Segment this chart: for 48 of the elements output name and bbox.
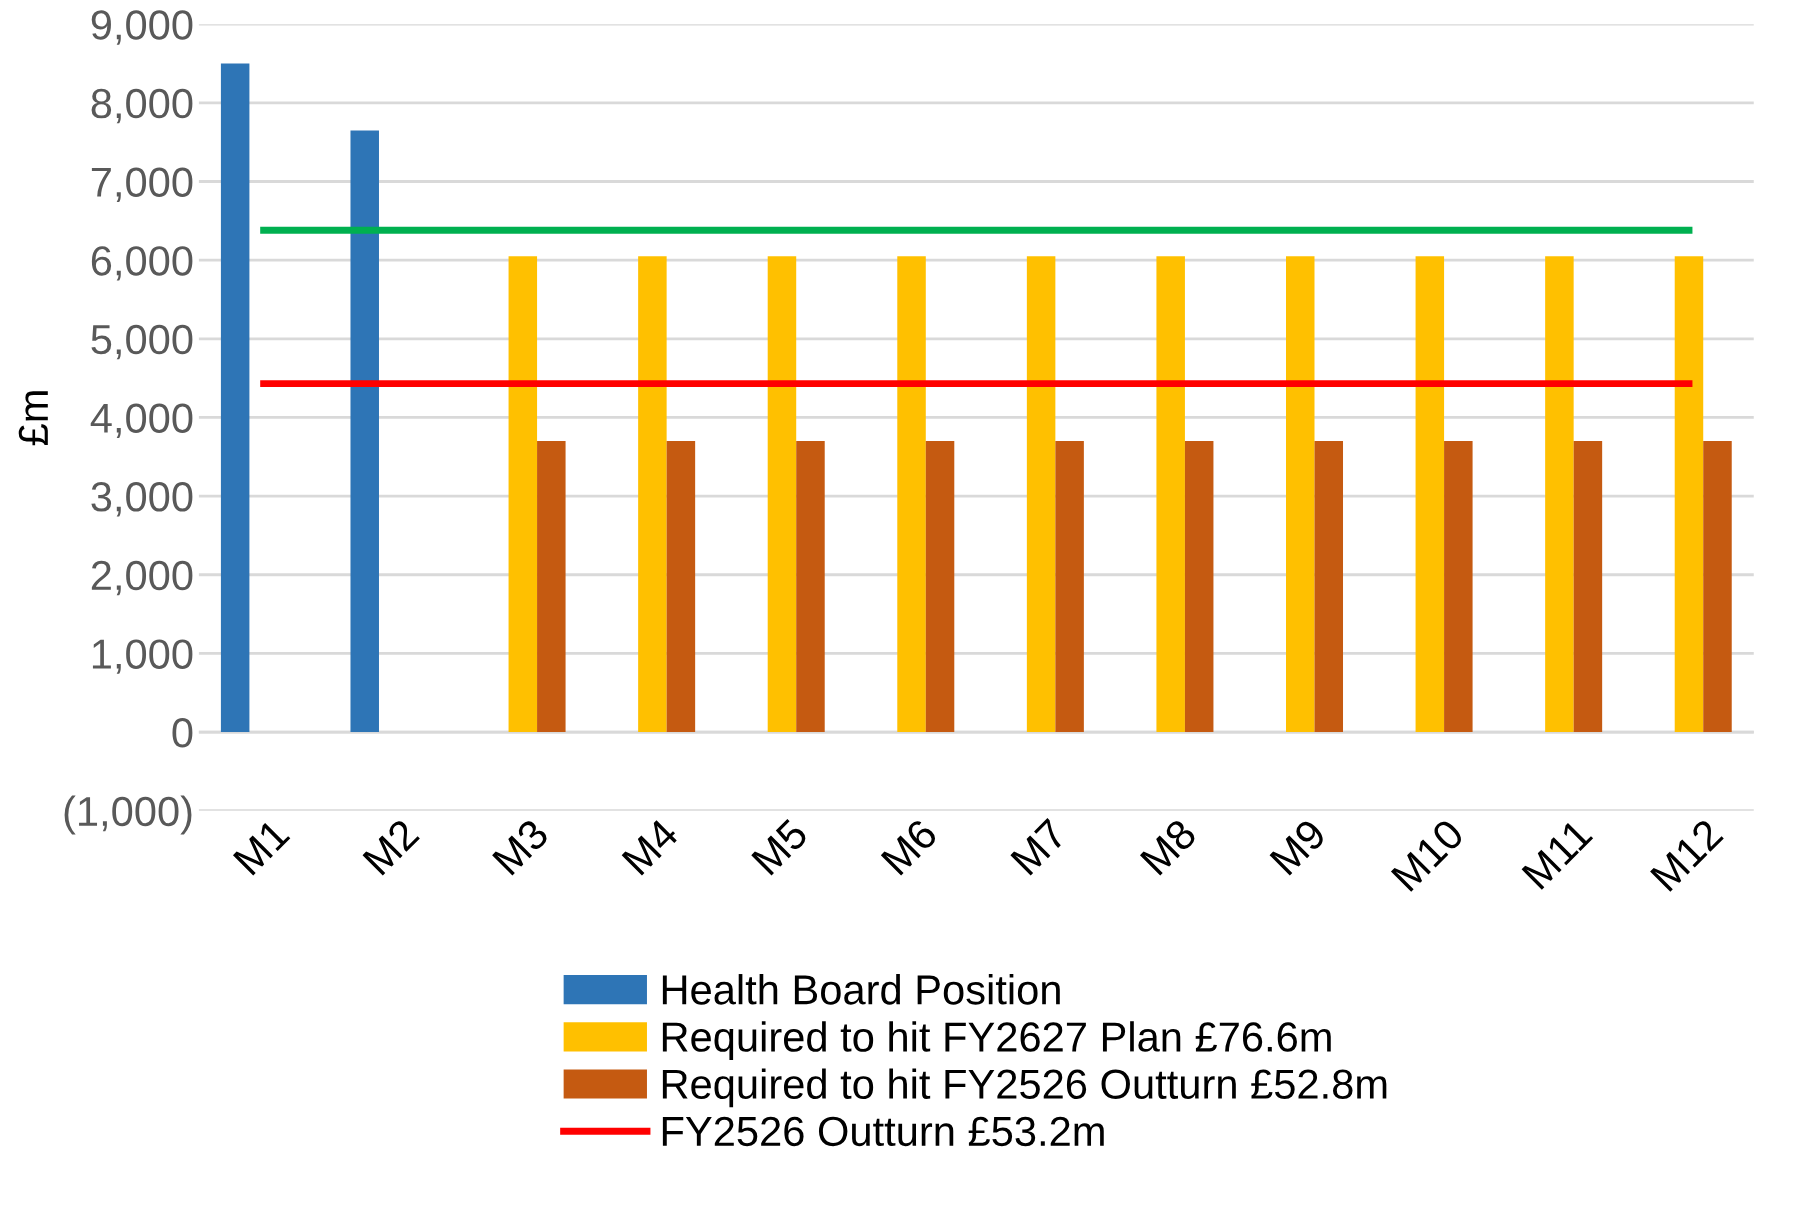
y-tick-label: 6,000 (91, 246, 193, 281)
bar (1674, 256, 1704, 733)
x-tick-label: M8 (1139, 817, 1198, 876)
legend-label: Required to hit FY2627 Plan £76.6m (662, 1021, 1331, 1061)
bar (1545, 256, 1574, 733)
x-tick-label: M4 (621, 817, 680, 876)
y-tick-label: 4,000 (90, 403, 193, 438)
x-tick-label: M1 (232, 818, 291, 876)
bar (1026, 256, 1056, 733)
bar (1156, 256, 1185, 733)
x-tick-label: M7 (1010, 818, 1068, 876)
bar (508, 256, 538, 733)
x-tick-label: M5 (751, 817, 810, 876)
bar (897, 256, 926, 733)
y-tick-label: 9,000 (91, 10, 193, 45)
bar (220, 63, 250, 733)
bar (767, 256, 797, 733)
bar (1314, 441, 1344, 733)
bar (1286, 256, 1315, 733)
bar (1055, 441, 1084, 733)
bar (1444, 441, 1473, 733)
y-tick-label: 8,000 (91, 88, 193, 124)
y-tick-label: 2,000 (91, 560, 193, 596)
legend-label: FY2526 Outturn £53.2m (662, 1116, 1104, 1147)
bar (1573, 441, 1603, 733)
y-tick-label: 5,000 (91, 324, 193, 360)
legend-label: Health Board Position (662, 974, 1060, 1005)
x-tick-label: M9 (1269, 817, 1328, 876)
y-tick-label: 3,000 (91, 482, 193, 517)
legend-label: Required to hit FY2526 Outturn £52.8m (662, 1068, 1387, 1108)
bar (1415, 256, 1445, 733)
y-tick-label: 0 (172, 718, 193, 748)
bar (350, 130, 379, 733)
x-tick-label: M3 (491, 817, 550, 876)
bar (925, 441, 955, 733)
bar (1703, 441, 1732, 733)
x-tick-label: M2 (362, 817, 420, 876)
y-tick-label: 7,000 (91, 167, 193, 202)
y-axis-title: £m (18, 391, 48, 446)
bar (1184, 441, 1214, 733)
bar (796, 441, 825, 733)
bar (666, 441, 696, 733)
y-tick-label: (1,000) (64, 795, 192, 835)
bar (537, 441, 566, 733)
y-tick-label: 1,000 (92, 639, 193, 674)
x-tick-label: M11 (1521, 818, 1594, 890)
x-tick-label: M6 (880, 817, 939, 876)
bar (638, 256, 667, 733)
